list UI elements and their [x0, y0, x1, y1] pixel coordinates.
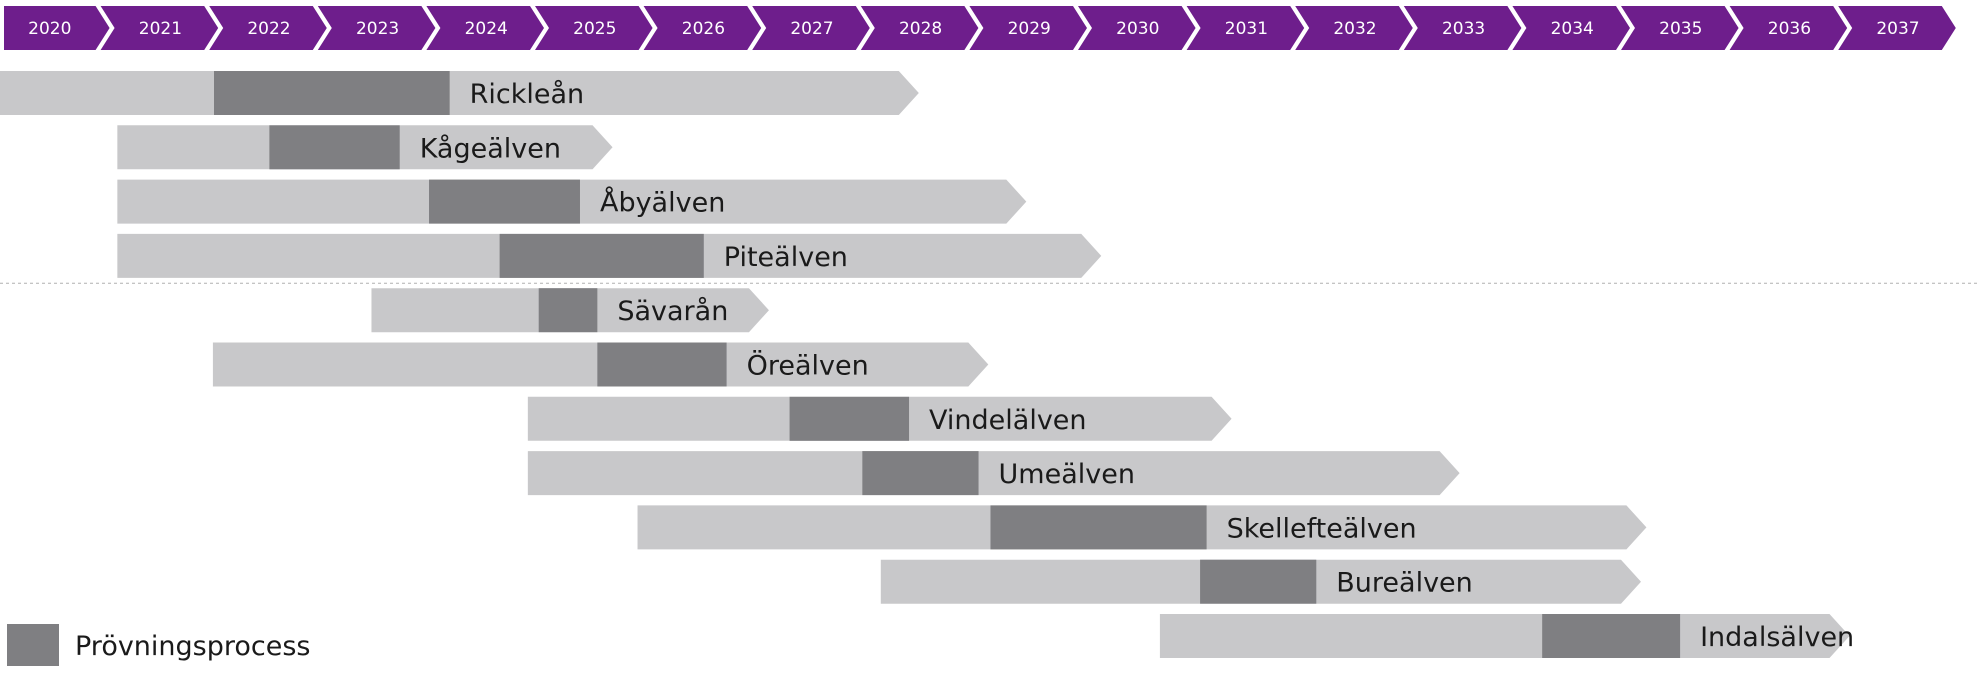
legend-label: Prövningsprocess	[75, 631, 311, 662]
year-label-2032: 2032	[1333, 19, 1376, 39]
river-row: Bureälven	[880, 559, 1641, 604]
process-segment	[499, 233, 704, 278]
year-label-2030: 2030	[1116, 19, 1159, 39]
river-label: Öreälven	[747, 350, 869, 382]
river-row: Piteälven	[117, 233, 1102, 278]
year-label-2033: 2033	[1442, 19, 1485, 39]
year-chevron-2033	[1403, 6, 1522, 50]
process-segment	[429, 179, 580, 224]
year-timeline: 2020 2021 2022 2023 2024 2025 2026 2027 2028 2029…	[4, 6, 1956, 50]
river-rows: Rickleån Kågeälven Åbyälven Piteälven Sävarå…	[0, 71, 1854, 658]
year-label-2029: 2029	[1008, 19, 1051, 39]
year-label-2020: 2020	[28, 19, 71, 39]
project-bar	[527, 451, 1460, 496]
year-chevron-2035	[1621, 6, 1739, 50]
process-segment	[1542, 614, 1681, 658]
river-row: Sävarån	[371, 288, 769, 333]
legend: Prövningsprocess	[7, 624, 311, 666]
river-label: Umeälven	[999, 459, 1135, 490]
year-label-2026: 2026	[682, 19, 725, 39]
river-label: Kågeälven	[420, 133, 561, 164]
process-segment	[538, 288, 598, 333]
river-row: Skellefteälven	[637, 505, 1647, 550]
year-chevron-2025	[535, 6, 653, 50]
year-chevron-2023	[317, 6, 436, 50]
year-label-2021: 2021	[139, 19, 182, 39]
river-label: Vindelälven	[929, 405, 1087, 436]
year-chevron-2028	[860, 6, 979, 50]
river-row: Indalsälven	[1159, 614, 1854, 658]
year-chevron-2022	[209, 6, 327, 50]
year-label-2028: 2028	[899, 19, 942, 39]
year-label-2037: 2037	[1876, 19, 1919, 39]
year-label-2025: 2025	[573, 19, 616, 39]
process-segment	[269, 125, 400, 170]
year-label-2031: 2031	[1225, 19, 1268, 39]
process-segment	[789, 396, 910, 441]
river-label: Piteälven	[724, 242, 848, 273]
year-chevron-2027	[752, 6, 870, 50]
year-chevron-2037	[1838, 6, 1956, 50]
year-chevron-2026	[643, 6, 762, 50]
river-label: Skellefteälven	[1227, 513, 1417, 544]
year-chevron-2031	[1186, 6, 1305, 50]
year-label-2027: 2027	[790, 19, 833, 39]
legend-swatch-process	[7, 624, 59, 666]
project-bar	[0, 71, 919, 115]
year-label-2035: 2035	[1659, 19, 1702, 39]
river-row: Åbyälven	[117, 179, 1027, 224]
year-label-2024: 2024	[465, 19, 508, 39]
process-segment	[990, 505, 1207, 550]
process-segment	[597, 342, 727, 387]
river-label: Rickleån	[470, 79, 585, 110]
river-row: Umeälven	[527, 451, 1460, 496]
year-chevron-2034	[1512, 6, 1630, 50]
process-segment	[213, 71, 450, 115]
year-label-2023: 2023	[356, 19, 399, 39]
river-row: Öreälven	[212, 342, 989, 387]
year-chevron-2030	[1078, 6, 1196, 50]
year-chevron-2032	[1295, 6, 1413, 50]
river-label: Åbyälven	[600, 187, 725, 219]
year-chevron-2020	[4, 6, 110, 50]
process-segment	[862, 451, 979, 496]
year-chevron-2029	[969, 6, 1087, 50]
river-label: Indalsälven	[1700, 622, 1854, 653]
process-segment	[1200, 559, 1317, 604]
year-chevron-2036	[1729, 6, 1848, 50]
year-label-2036: 2036	[1768, 19, 1811, 39]
river-label: Sävarån	[617, 296, 728, 327]
year-label-2022: 2022	[247, 19, 290, 39]
year-chevron-2024	[426, 6, 544, 50]
river-row: Kågeälven	[117, 125, 613, 170]
year-chevron-2021	[100, 6, 219, 50]
river-row: Vindelälven	[527, 396, 1232, 441]
year-label-2034: 2034	[1551, 19, 1594, 39]
river-row: Rickleån	[0, 71, 919, 115]
river-label: Bureälven	[1336, 568, 1473, 599]
